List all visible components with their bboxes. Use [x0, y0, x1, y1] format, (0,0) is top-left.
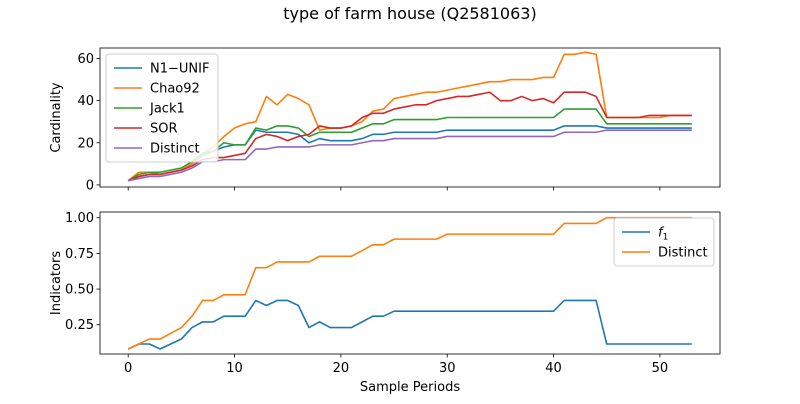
- legend-label: Chao92: [150, 82, 200, 97]
- legend-label-base: f: [658, 226, 665, 241]
- x-tick-label: 40: [545, 361, 562, 376]
- y-axis-label: Indicators: [49, 251, 64, 315]
- figure-title: type of farm house (Q2581063): [283, 4, 536, 23]
- y-tick-label: 20: [77, 136, 94, 151]
- top-panel-cardinality: 0 20 40 60 Cardinality N1−UNIF Chao92 Jack1 SOR D…: [49, 47, 721, 193]
- legend-label: Distinct: [658, 246, 708, 261]
- axes-frame: [99, 211, 721, 355]
- series-line-distinct: [128, 129, 692, 182]
- legend: f1 Distinct: [613, 217, 715, 267]
- series-line-jack1: [127, 108, 692, 182]
- y-tick-label: 0.50: [65, 283, 94, 298]
- series-line-f1: [127, 299, 692, 350]
- x-tick-label: 50: [652, 361, 669, 376]
- x-tick-label: 30: [439, 361, 456, 376]
- series-line-sor: [127, 91, 692, 182]
- y-tick-label: 1.00: [65, 211, 94, 226]
- legend-label: f1: [658, 226, 668, 243]
- series-line-chao92: [127, 51, 692, 182]
- legend: N1−UNIF Chao92 Jack1 SOR Distinct: [105, 53, 219, 163]
- x-tick-label: 0: [124, 361, 132, 376]
- y-tick-label: 0.25: [65, 318, 94, 333]
- x-tick-label: 10: [226, 361, 243, 376]
- x-tick-label: 20: [333, 361, 350, 376]
- legend-box: [613, 217, 715, 267]
- legend-box: [105, 53, 219, 163]
- y-tick-label: 60: [77, 52, 94, 67]
- legend-label: SOR: [150, 122, 178, 137]
- x-axis-label: Sample Periods: [360, 380, 460, 395]
- y-tick-label: 0: [86, 178, 94, 193]
- series-line-distinct: [127, 216, 692, 350]
- y-tick-label: 0.75: [65, 247, 94, 262]
- legend-label: Distinct: [150, 142, 200, 157]
- bottom-panel-indicators: 0.25 0.50 0.75 1.00 0 10 20 30 40 50 Indicators Sam…: [49, 211, 721, 395]
- legend-label: Jack1: [149, 102, 185, 117]
- axes-frame: [99, 47, 721, 188]
- legend-label: N1−UNIF: [150, 62, 209, 77]
- legend-label-subscript: 1: [663, 233, 669, 243]
- y-tick-label: 40: [77, 94, 94, 109]
- series-line-n1-unif: [127, 125, 692, 182]
- y-axis-label: Cardinality: [49, 82, 64, 153]
